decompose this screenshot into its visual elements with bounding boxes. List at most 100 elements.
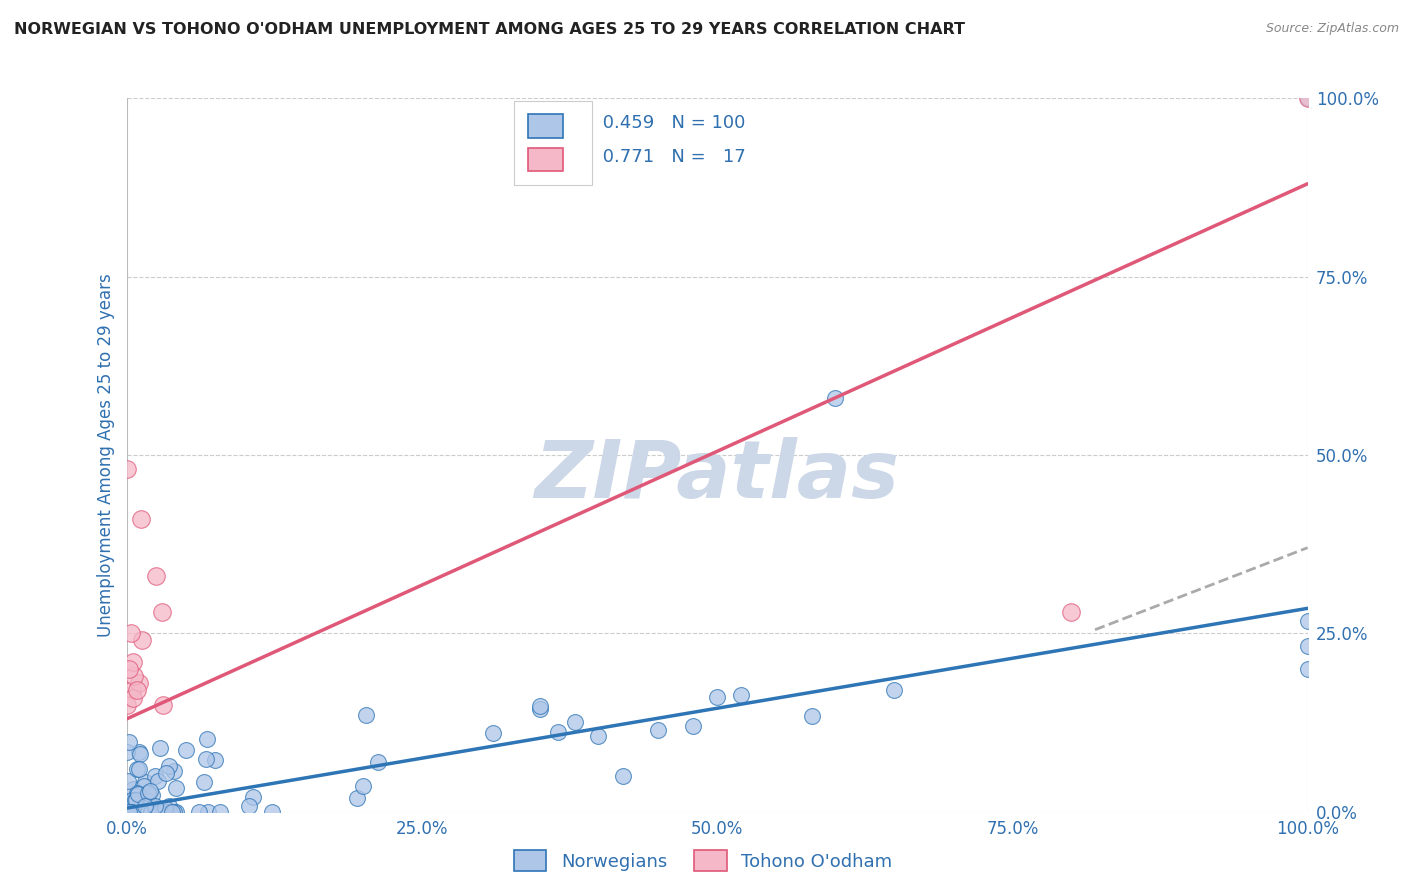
Point	[143, 798, 166, 813]
Point	[139, 805, 162, 819]
Point	[128, 676, 150, 690]
Point	[208, 805, 231, 819]
Point	[132, 779, 155, 793]
Point	[134, 799, 156, 814]
Point	[564, 714, 586, 729]
Point	[174, 742, 197, 756]
Point	[125, 793, 148, 807]
Point	[647, 723, 669, 737]
Point	[260, 805, 283, 819]
Point	[612, 769, 634, 783]
Point	[118, 805, 141, 819]
Point	[706, 690, 728, 704]
Point	[127, 787, 149, 801]
Point	[165, 781, 187, 796]
Point	[122, 655, 145, 669]
Point	[682, 719, 704, 733]
Point	[529, 702, 551, 716]
Point	[124, 805, 146, 819]
Point	[153, 801, 176, 815]
Point	[121, 805, 143, 819]
Point	[118, 805, 141, 819]
Point	[160, 805, 183, 819]
Point	[122, 805, 145, 819]
Point	[131, 633, 153, 648]
Point	[1296, 615, 1319, 629]
Text: R =  0.459   N = 100: R = 0.459 N = 100	[558, 114, 745, 132]
Point	[165, 805, 187, 819]
Point	[117, 774, 139, 789]
Point	[120, 626, 142, 640]
Point	[138, 793, 160, 807]
Point	[149, 805, 172, 819]
Point	[800, 709, 823, 723]
Point	[1296, 91, 1319, 105]
Y-axis label: Unemployment Among Ages 25 to 29 years: Unemployment Among Ages 25 to 29 years	[97, 273, 115, 637]
Point	[204, 753, 226, 767]
Point	[346, 791, 368, 805]
Point	[155, 805, 177, 819]
Point	[586, 729, 609, 743]
Text: ZIPatlas: ZIPatlas	[534, 437, 900, 516]
Point	[118, 805, 141, 819]
Point	[157, 805, 180, 819]
Point	[125, 788, 148, 802]
Point	[117, 462, 139, 476]
Point	[152, 698, 174, 712]
Point	[197, 805, 219, 819]
Point	[129, 747, 152, 761]
Point	[118, 805, 141, 819]
Point	[143, 769, 166, 783]
Point	[127, 683, 149, 698]
Point	[136, 805, 159, 819]
Point	[730, 688, 752, 702]
Point	[129, 512, 152, 526]
Point	[352, 779, 374, 793]
Point	[157, 759, 180, 773]
Point	[125, 762, 148, 776]
Point	[121, 805, 143, 819]
Point	[187, 805, 209, 819]
Point	[1296, 639, 1319, 653]
Point	[118, 805, 141, 819]
Point	[136, 786, 159, 800]
Point	[128, 745, 150, 759]
Point	[115, 805, 138, 819]
Point	[118, 662, 141, 676]
Point	[139, 784, 162, 798]
Point	[131, 805, 153, 819]
Point	[242, 790, 264, 805]
Point	[117, 698, 139, 712]
Point	[124, 805, 146, 819]
Point	[120, 797, 142, 812]
Point	[121, 683, 143, 698]
Point	[354, 708, 377, 723]
Text: Source: ZipAtlas.com: Source: ZipAtlas.com	[1265, 22, 1399, 36]
Point	[148, 740, 170, 755]
Point	[118, 805, 141, 819]
Point	[120, 805, 142, 819]
Legend: , : ,	[515, 101, 592, 186]
Text: R =  0.771   N =   17: R = 0.771 N = 17	[558, 148, 745, 166]
Point	[118, 805, 141, 819]
Point	[117, 801, 139, 815]
Point	[115, 805, 138, 819]
Point	[145, 569, 167, 583]
Point	[118, 805, 141, 819]
Point	[193, 775, 215, 789]
Point	[139, 805, 162, 819]
Text: NORWEGIAN VS TOHONO O'ODHAM UNEMPLOYMENT AMONG AGES 25 TO 29 YEARS CORRELATION C: NORWEGIAN VS TOHONO O'ODHAM UNEMPLOYMENT…	[14, 22, 965, 37]
Point	[148, 805, 170, 819]
Point	[1296, 662, 1319, 676]
Point	[150, 605, 173, 619]
Point	[122, 669, 145, 683]
Point	[132, 805, 155, 819]
Legend: Norwegians, Tohono O'odham: Norwegians, Tohono O'odham	[506, 843, 900, 879]
Point	[122, 690, 145, 705]
Point	[547, 725, 569, 739]
Point	[128, 805, 150, 819]
Point	[163, 805, 186, 819]
Point	[238, 799, 260, 814]
Point	[529, 698, 551, 713]
Point	[824, 391, 846, 405]
